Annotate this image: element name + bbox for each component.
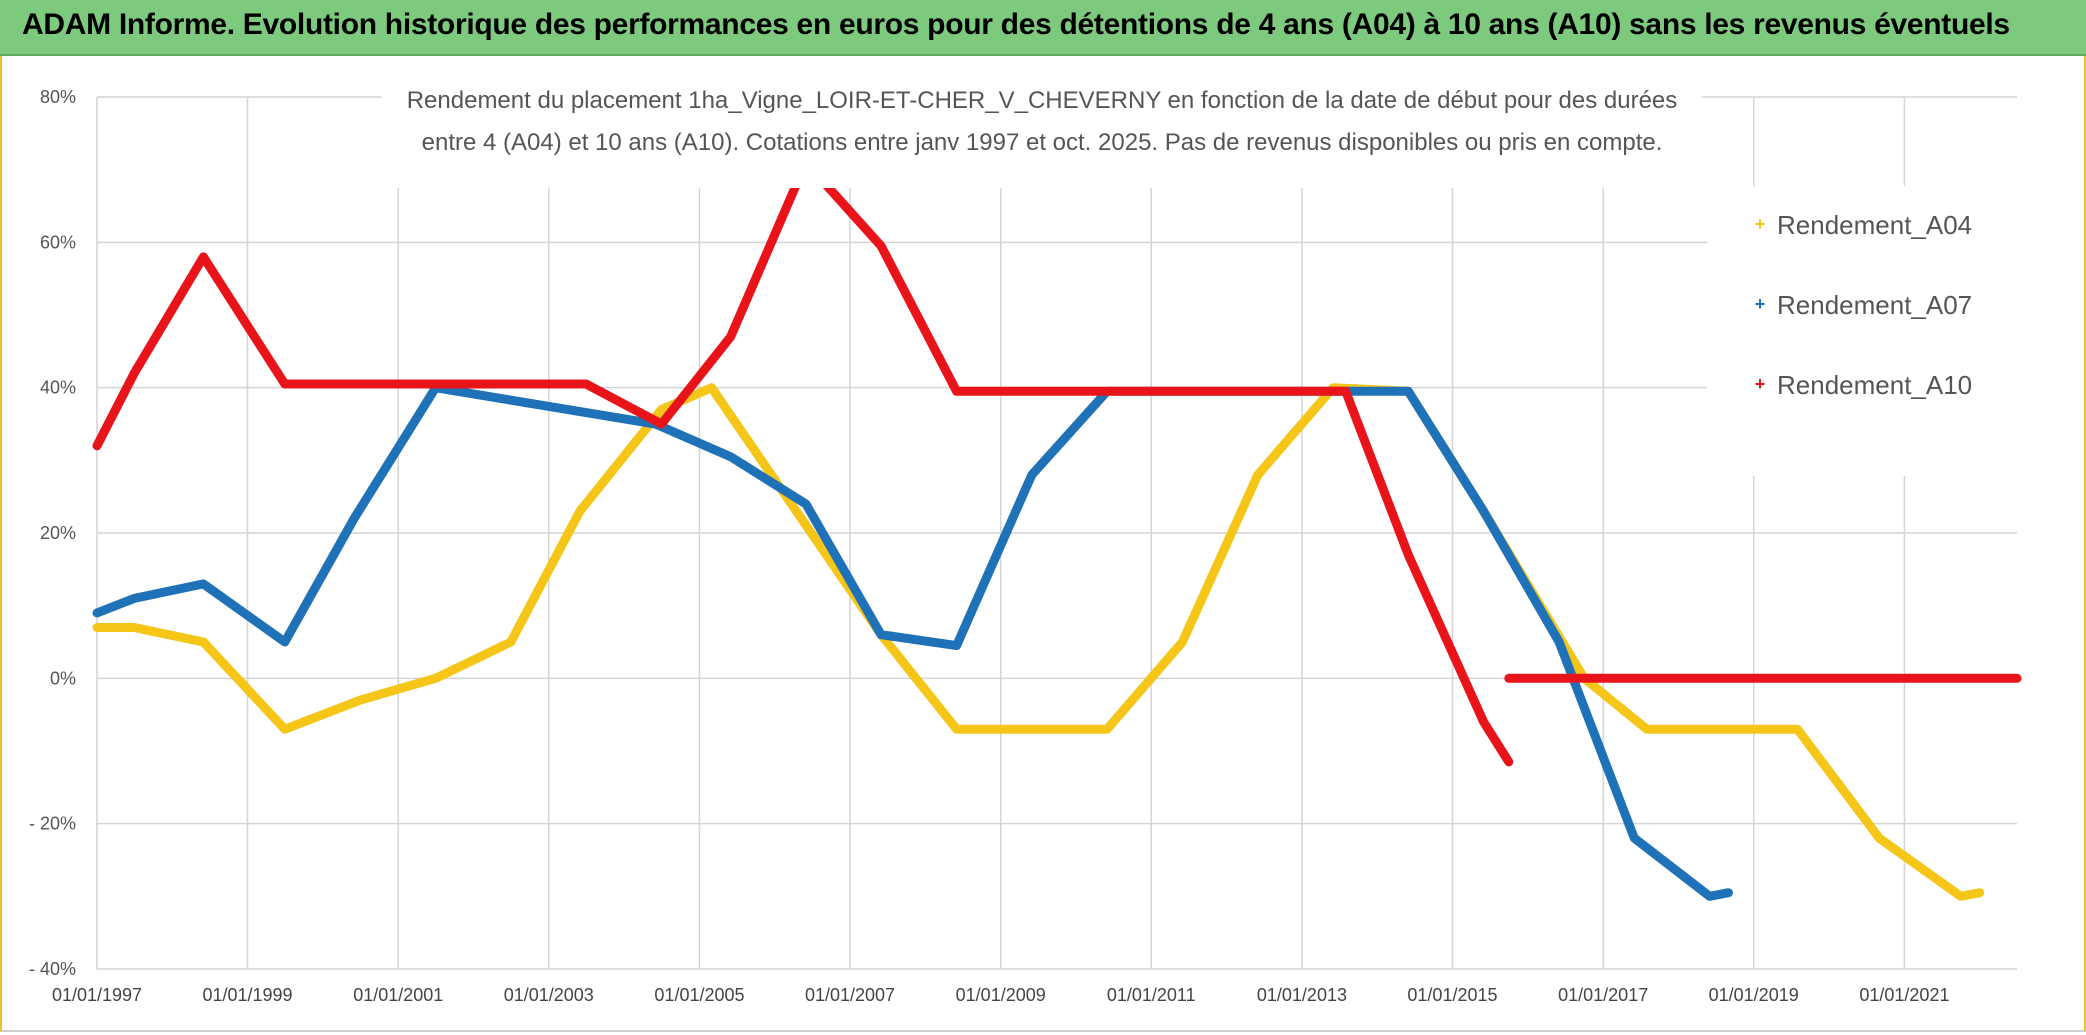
legend-marker-rendement-a07: +: [1755, 294, 1766, 314]
x-tick-label: 01/01/2003: [504, 985, 594, 1005]
title-banner: ADAM Informe. Evolution historique des p…: [0, 0, 2086, 56]
y-tick-label: 20%: [40, 523, 76, 543]
x-tick-label: 01/01/2017: [1558, 985, 1648, 1005]
legend-label-rendement-a10: Rendement_A10: [1777, 370, 1972, 400]
series-line-rendement-a07: [92, 383, 1733, 901]
report-title: ADAM Informe. Evolution historique des p…: [22, 8, 2010, 41]
x-tick-label: 01/01/2011: [1107, 985, 1196, 1005]
y-tick-label: 0%: [50, 668, 76, 688]
legend-marker-rendement-a10: +: [1755, 374, 1766, 394]
legend-label-rendement-a07: Rendement_A07: [1777, 290, 1972, 320]
series-line-rendement-a04: [92, 383, 1985, 901]
x-tick-label: 01/01/2005: [654, 985, 744, 1005]
y-tick-label: - 40%: [29, 959, 76, 979]
x-tick-label: 01/01/2019: [1709, 985, 1799, 1005]
axis-labels: 80% 60% 40% 20% 0% - 20% - 40% 01/01/1997 01/01/…: [29, 87, 1950, 1005]
series-line-rendement-a10: [92, 157, 1514, 767]
chart-title: Rendement du placement 1ha_Vigne_LOIR-ET…: [382, 76, 1702, 188]
grid-lines: [96, 96, 2017, 970]
chart-area: 80% 60% 40% 20% 0% - 20% - 40% 01/01/1997 01/01/…: [0, 56, 2086, 1032]
x-tick-label: 01/01/1999: [202, 985, 292, 1005]
legend-marker-rendement-a04: +: [1755, 214, 1766, 234]
chart-title-line-2: entre 4 (A04) et 10 ans (A10). Cotations…: [422, 129, 1663, 156]
y-tick-label: - 20%: [29, 814, 76, 834]
x-tick-label: 01/01/2013: [1257, 985, 1347, 1005]
x-tick-label: 01/01/2009: [956, 985, 1046, 1005]
chart-title-background: [382, 76, 1702, 188]
y-tick-label: 40%: [40, 378, 76, 398]
y-tick-label: 80%: [40, 87, 76, 107]
x-tick-label: 01/01/2021: [1859, 985, 1949, 1005]
series-lines: [92, 157, 2022, 901]
x-tick-label: 01/01/2007: [805, 985, 895, 1005]
legend-label-rendement-a04: Rendement_A04: [1777, 210, 1972, 240]
y-tick-label: 60%: [40, 232, 76, 252]
x-tick-label: 01/01/2015: [1407, 985, 1497, 1005]
legend: + Rendement_A04 + Rendement_A07 + Rendement_A…: [1707, 186, 2037, 476]
chart-title-line-1: Rendement du placement 1ha_Vigne_LOIR-ET…: [407, 87, 1678, 114]
x-tick-label: 01/01/2001: [353, 985, 443, 1005]
legend-background: [1707, 186, 2037, 476]
line-chart: 80% 60% 40% 20% 0% - 20% - 40% 01/01/1997 01/01/…: [29, 76, 2037, 1005]
x-tick-label: 01/01/1997: [52, 985, 142, 1005]
